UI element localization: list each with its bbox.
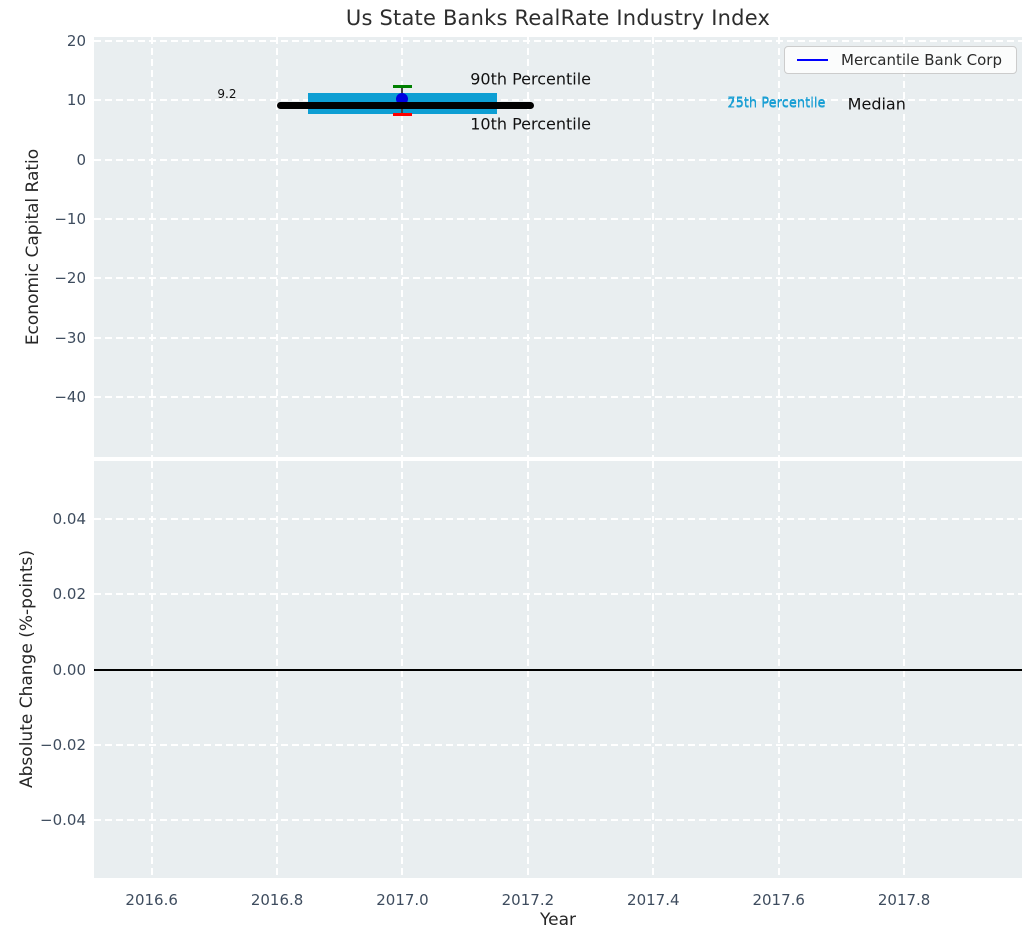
y-tick-label: 0.00 bbox=[52, 660, 86, 679]
bottom-y-axis-label: Absolute Change (%-points) bbox=[17, 550, 37, 788]
gridline-horizontal bbox=[94, 40, 1022, 43]
legend-line-swatch bbox=[797, 59, 829, 61]
annotation-10th-percentile: 10th Percentile bbox=[470, 114, 591, 134]
gridline-horizontal bbox=[94, 593, 1022, 596]
top-y-axis-label: Economic Capital Ratio bbox=[23, 148, 43, 346]
cap-10th-percentile bbox=[393, 113, 412, 117]
cap-90th-percentile bbox=[393, 85, 412, 89]
gridline-vertical bbox=[903, 37, 906, 457]
y-tick-label: 20 bbox=[66, 32, 86, 51]
gridline-horizontal bbox=[94, 517, 1022, 520]
gridline-vertical bbox=[401, 37, 404, 457]
bottom-axes-absolute-change bbox=[94, 461, 1022, 878]
x-tick-label: 2016.6 bbox=[125, 891, 178, 909]
annotation-median: Median bbox=[847, 94, 906, 114]
median-line bbox=[277, 101, 535, 109]
zero-reference-line bbox=[94, 668, 1022, 671]
gridline-vertical bbox=[526, 37, 529, 457]
x-axis-label: Year bbox=[540, 910, 576, 930]
gridline-vertical bbox=[652, 37, 655, 457]
gridline-horizontal bbox=[94, 218, 1022, 221]
gridline-vertical bbox=[276, 37, 279, 457]
x-tick-label: 2016.8 bbox=[250, 891, 304, 909]
gridline-vertical bbox=[777, 37, 780, 457]
company-data-point bbox=[396, 92, 409, 105]
y-tick-label: −40 bbox=[54, 388, 86, 407]
top-axes-economic-capital-ratio: Mercantile Bank Corp 9.2 90th Percentile 1… bbox=[94, 37, 1022, 457]
annotation-25th-percentile: 25th Percentile bbox=[727, 96, 826, 112]
x-tick-label: 2017.6 bbox=[752, 891, 805, 909]
gridline-horizontal bbox=[94, 336, 1022, 339]
gridline-horizontal bbox=[94, 396, 1022, 399]
gridline-horizontal bbox=[94, 743, 1022, 746]
chart-title: Us State Banks RealRate Industry Index bbox=[345, 6, 771, 30]
y-tick-label: 0.04 bbox=[52, 509, 86, 528]
x-tick-label: 2017.2 bbox=[501, 891, 555, 909]
legend: Mercantile Bank Corp bbox=[784, 46, 1017, 74]
y-tick-label: −0.04 bbox=[40, 811, 86, 830]
x-tick-label: 2017.4 bbox=[627, 891, 680, 909]
annotation-75th-percentile: 75th Percentile bbox=[727, 95, 826, 111]
annotation-9-2: 9.2 bbox=[217, 86, 237, 101]
gridline-vertical bbox=[150, 37, 153, 457]
x-tick-label: 2017.8 bbox=[877, 891, 931, 909]
gridline-horizontal bbox=[94, 819, 1022, 822]
y-tick-label: −10 bbox=[54, 210, 86, 229]
x-tick-label: 2017.0 bbox=[376, 891, 429, 909]
y-tick-label: 0.02 bbox=[52, 585, 86, 604]
gridline-horizontal bbox=[94, 99, 1022, 102]
y-tick-label: −30 bbox=[54, 328, 86, 347]
gridline-horizontal bbox=[94, 277, 1022, 280]
y-tick-label: 0 bbox=[76, 150, 86, 169]
y-tick-label: −20 bbox=[54, 269, 86, 288]
legend-label: Mercantile Bank Corp bbox=[841, 51, 1002, 69]
gridline-horizontal bbox=[94, 158, 1022, 161]
y-tick-label: −0.02 bbox=[40, 735, 86, 754]
y-tick-label: 10 bbox=[66, 91, 86, 110]
annotation-90th-percentile: 90th Percentile bbox=[470, 69, 591, 89]
